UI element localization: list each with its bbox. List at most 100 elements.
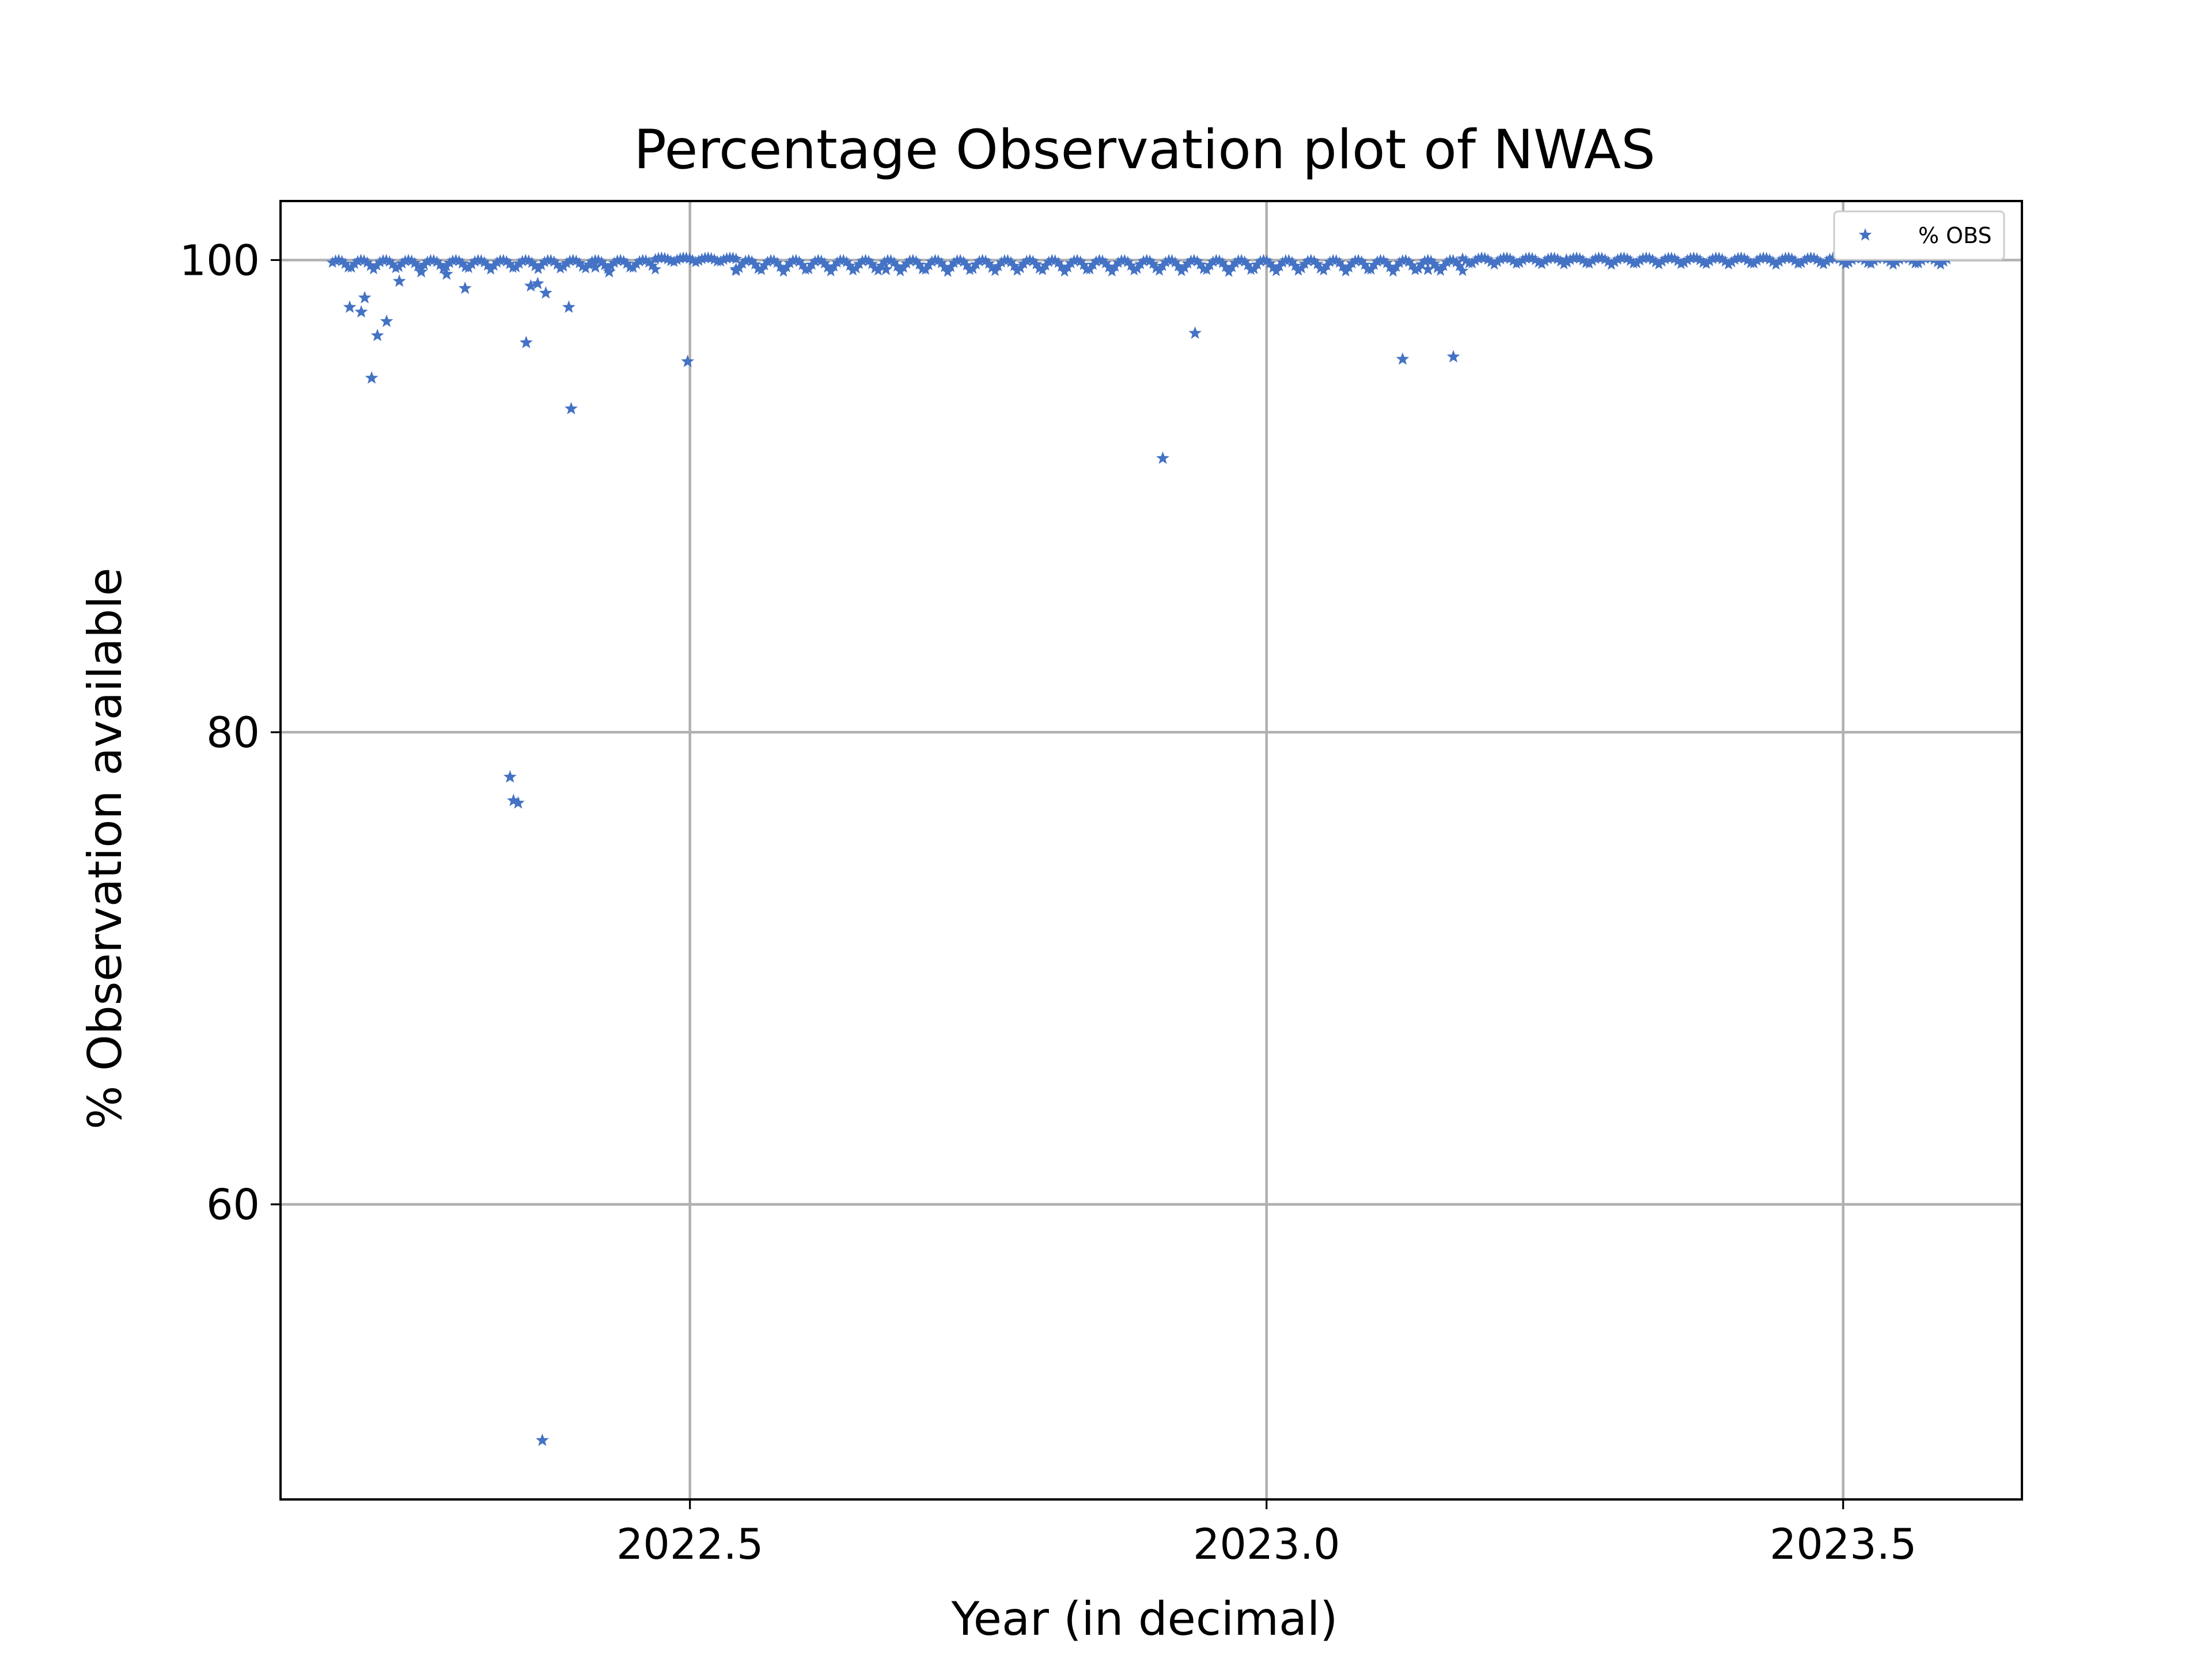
baseline-point xyxy=(1529,253,1541,266)
baseline-point xyxy=(351,255,364,267)
baseline-point xyxy=(1207,255,1219,267)
baseline-point xyxy=(1216,256,1229,268)
baseline-point xyxy=(1460,254,1472,266)
data-point xyxy=(1446,350,1460,363)
x-tick-label: 2023.0 xyxy=(1193,1520,1340,1569)
baseline-point xyxy=(1729,253,1741,265)
baseline-point xyxy=(434,259,446,270)
baseline-point xyxy=(1551,252,1564,264)
data-point xyxy=(520,335,533,349)
baseline-point xyxy=(821,261,834,273)
baseline-point xyxy=(1513,256,1526,268)
data-point xyxy=(1421,262,1435,275)
baseline-point xyxy=(1175,264,1188,276)
baseline-point xyxy=(1488,258,1501,270)
baseline-point xyxy=(1491,255,1503,267)
baseline-point xyxy=(1283,253,1295,266)
baseline-point xyxy=(1814,256,1827,268)
baseline-point xyxy=(843,259,856,271)
baseline-point xyxy=(1719,255,1732,267)
baseline-point xyxy=(1703,255,1716,267)
baseline-point xyxy=(831,256,843,268)
baseline-point xyxy=(885,254,897,266)
baseline-point xyxy=(1260,254,1273,266)
baseline-point xyxy=(1760,252,1773,263)
baseline-point xyxy=(1124,259,1137,271)
baseline-point xyxy=(1748,257,1760,269)
baseline-point xyxy=(592,254,605,266)
baseline-point xyxy=(1681,253,1694,266)
baseline-point xyxy=(1453,260,1465,271)
data-point xyxy=(380,315,393,327)
legend-label: % OBS xyxy=(1918,223,1992,248)
baseline-point xyxy=(1912,257,1925,268)
baseline-point xyxy=(1219,260,1232,272)
baseline-point xyxy=(1741,254,1754,266)
baseline-point xyxy=(393,260,405,272)
baseline-point xyxy=(408,256,421,268)
baseline-point xyxy=(1789,254,1801,266)
baseline-point xyxy=(869,262,881,274)
baseline-point xyxy=(560,257,573,268)
baseline-point xyxy=(1447,253,1459,266)
baseline-point xyxy=(1469,254,1482,266)
baseline-point xyxy=(605,259,618,271)
baseline-point xyxy=(1286,256,1298,268)
baseline-point xyxy=(1482,253,1494,265)
baseline-point xyxy=(932,254,945,266)
baseline-point xyxy=(649,253,662,264)
baseline-point xyxy=(1770,258,1782,270)
baseline-point xyxy=(1333,256,1346,268)
baseline-point xyxy=(1087,258,1099,270)
baseline-point xyxy=(714,255,727,267)
baseline-point xyxy=(1659,253,1672,264)
baseline-point xyxy=(1494,253,1507,265)
baseline-point xyxy=(1672,255,1684,267)
legend: % OBS xyxy=(1833,210,2005,261)
baseline-point xyxy=(554,262,567,274)
baseline-point xyxy=(1156,259,1169,271)
baseline-point xyxy=(1808,252,1820,264)
baseline-point xyxy=(453,255,465,267)
baseline-point xyxy=(1763,253,1776,265)
baseline-point xyxy=(900,257,913,269)
baseline-point xyxy=(1485,255,1497,267)
baseline-point xyxy=(1264,257,1276,269)
baseline-point xyxy=(1884,255,1896,267)
baseline-point xyxy=(1700,257,1713,269)
baseline-point xyxy=(758,259,771,271)
baseline-point xyxy=(1536,257,1548,270)
baseline-point xyxy=(387,258,399,270)
baseline-point xyxy=(412,260,424,272)
baseline-point xyxy=(1122,255,1134,267)
baseline-point xyxy=(1542,252,1554,264)
baseline-point xyxy=(692,254,705,266)
baseline-point xyxy=(891,260,903,272)
baseline-point xyxy=(444,256,456,268)
baseline-point xyxy=(1865,257,1877,269)
data-point xyxy=(1156,451,1169,464)
baseline-point xyxy=(620,257,633,269)
baseline-point xyxy=(1418,255,1431,267)
data-point xyxy=(370,328,384,342)
baseline-point xyxy=(1678,256,1691,268)
baseline-point xyxy=(1767,255,1779,267)
baseline-point xyxy=(1887,258,1899,270)
data-point xyxy=(440,267,453,280)
baseline-point xyxy=(1820,255,1833,267)
baseline-point xyxy=(421,255,434,267)
baseline-point xyxy=(639,254,652,266)
baseline-point xyxy=(818,257,831,269)
baseline-point xyxy=(465,257,478,270)
baseline-point xyxy=(1431,262,1444,274)
baseline-point xyxy=(481,259,494,271)
baseline-point xyxy=(875,259,888,271)
baseline-point xyxy=(1346,257,1358,269)
baseline-point xyxy=(646,259,658,271)
legend-box xyxy=(1833,210,2005,261)
baseline-point xyxy=(1437,259,1450,271)
baseline-point xyxy=(380,253,392,266)
baseline-point xyxy=(1049,254,1062,266)
baseline-point xyxy=(1311,257,1324,270)
baseline-point xyxy=(491,256,503,268)
